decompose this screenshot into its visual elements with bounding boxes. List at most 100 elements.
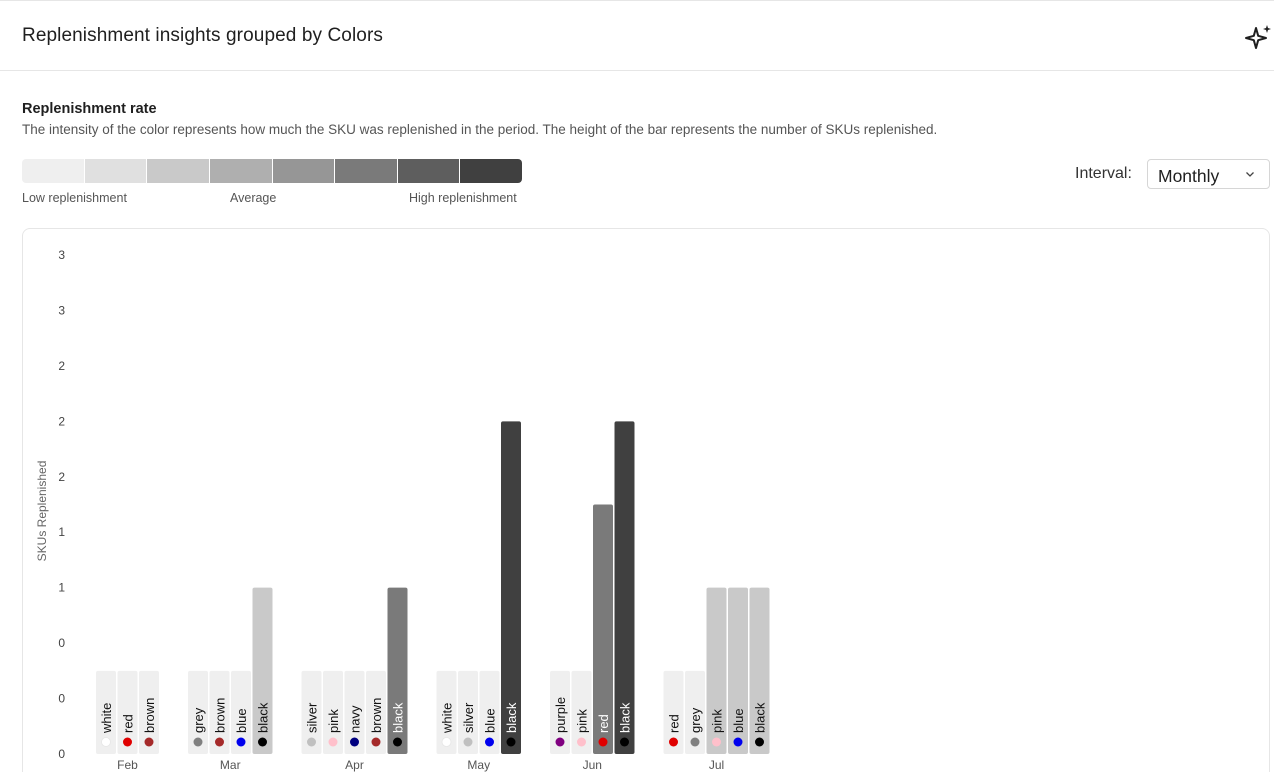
color-dot-blue [733, 737, 743, 747]
color-dot-blue [236, 737, 246, 747]
color-dot-black [755, 737, 764, 747]
bar-label: blue [234, 708, 249, 733]
bar-label: brown [213, 698, 228, 733]
x-tick-label: Jul [709, 758, 724, 772]
color-dot-silver [307, 737, 316, 747]
bar-label: black [618, 702, 633, 733]
bar-label: silver [461, 702, 476, 733]
y-tick-label: 0 [58, 747, 65, 761]
scale-segment-1 [22, 159, 85, 183]
bar-silver [458, 670, 478, 754]
bar-label: white [440, 703, 455, 734]
color-dot-pink [328, 737, 338, 747]
bar-blue [231, 670, 251, 754]
bar-label: black [256, 702, 271, 733]
color-dot-white [441, 737, 452, 747]
bar-label: white [99, 703, 114, 734]
color-dot-brown [215, 737, 224, 747]
bar-brown [139, 670, 159, 754]
bar-label: black [753, 702, 768, 733]
y-tick-label: 2 [58, 414, 65, 428]
y-axis-label: SKUs Replenished [35, 461, 49, 562]
card-header: Replenishment insights grouped by Colors [0, 0, 1274, 71]
bar-black [252, 587, 273, 754]
bar-navy [344, 670, 365, 754]
bar-label: red [667, 714, 682, 733]
color-dot-pink [712, 737, 721, 747]
scale-label-average: Average [230, 191, 277, 205]
y-tick-label: 0 [58, 636, 65, 650]
interval-select[interactable]: Monthly [1147, 159, 1270, 189]
bar-label: pink [326, 709, 341, 733]
card-title: Replenishment insights grouped by Colors [22, 25, 383, 46]
bar-label: black [504, 702, 519, 733]
color-dot-black [506, 737, 516, 747]
chart-card: 0 0 0 1 1 2 2 2 3 3 SKUs Replenished white red brown F… [22, 228, 1270, 772]
color-dot-black [393, 737, 402, 747]
y-tick-label: 1 [58, 581, 65, 595]
color-dot-black [258, 737, 267, 747]
bar-label: brown [142, 698, 157, 733]
scale-segment-5 [272, 159, 336, 183]
color-dot-navy [350, 737, 359, 747]
chevron-down-icon [1246, 172, 1254, 177]
bar-brown [366, 670, 386, 754]
bar-label: red [121, 714, 136, 733]
y-tick-label: 3 [58, 303, 65, 317]
x-tick-label: Mar [220, 758, 241, 772]
bar-red [117, 670, 138, 754]
bar-black [501, 421, 521, 754]
x-tick-label: Feb [117, 758, 138, 772]
x-tick-label: Jun [583, 758, 602, 772]
bar-label: silver [305, 702, 320, 733]
bar-label: black [391, 702, 406, 733]
bar-silver [301, 670, 322, 754]
section-title: Replenishment rate [22, 101, 157, 117]
bar-label: grey [191, 707, 206, 733]
bar-pink [323, 670, 343, 754]
bar-label: pink [710, 709, 725, 733]
bar-purple [550, 670, 570, 754]
replenishment-color-scale [22, 159, 522, 183]
color-dot-brown [144, 737, 154, 747]
color-dot-red [669, 737, 678, 747]
color-dot-blue [485, 737, 494, 747]
bar-label: blue [483, 708, 498, 733]
scale-segment-2 [84, 159, 148, 183]
bar-label: brown [369, 698, 384, 733]
bar-pink [706, 587, 727, 754]
scale-label-low: Low replenishment [22, 191, 127, 205]
color-dot-white [101, 737, 111, 747]
color-dot-pink [577, 737, 586, 747]
bar-brown [209, 670, 230, 754]
bar-label: grey [688, 707, 703, 733]
bar-black [387, 587, 408, 754]
y-tick-label: 2 [58, 470, 65, 484]
scale-segment-8 [460, 159, 522, 183]
color-dot-grey [193, 737, 203, 747]
scale-segment-3 [147, 159, 210, 183]
color-dot-grey [690, 737, 700, 747]
bar-label: navy [348, 705, 363, 733]
bar-label: purple [553, 697, 568, 733]
bar-grey [188, 670, 208, 754]
x-tick-label: May [467, 758, 490, 772]
bar-grey [685, 670, 705, 754]
scale-segment-6 [335, 159, 398, 183]
y-tick-label: 0 [58, 692, 65, 706]
color-dot-black [620, 737, 629, 747]
color-dot-red [598, 737, 608, 747]
section-description: The intensity of the color represents ho… [22, 122, 938, 137]
y-tick-label: 3 [58, 248, 65, 262]
bar-white [96, 670, 116, 754]
sparkle-icon[interactable] [1244, 23, 1274, 53]
bar-black [749, 587, 770, 754]
color-dot-brown [371, 737, 381, 747]
bar-pink [571, 670, 592, 754]
x-tick-label: Apr [345, 758, 364, 772]
bar-chart: 0 0 0 1 1 2 2 2 3 3 SKUs Replenished white red brown F… [35, 248, 770, 772]
scale-segment-4 [209, 159, 273, 183]
bar-label: red [596, 714, 611, 733]
bar-white [436, 670, 457, 754]
bar-black [614, 421, 635, 754]
